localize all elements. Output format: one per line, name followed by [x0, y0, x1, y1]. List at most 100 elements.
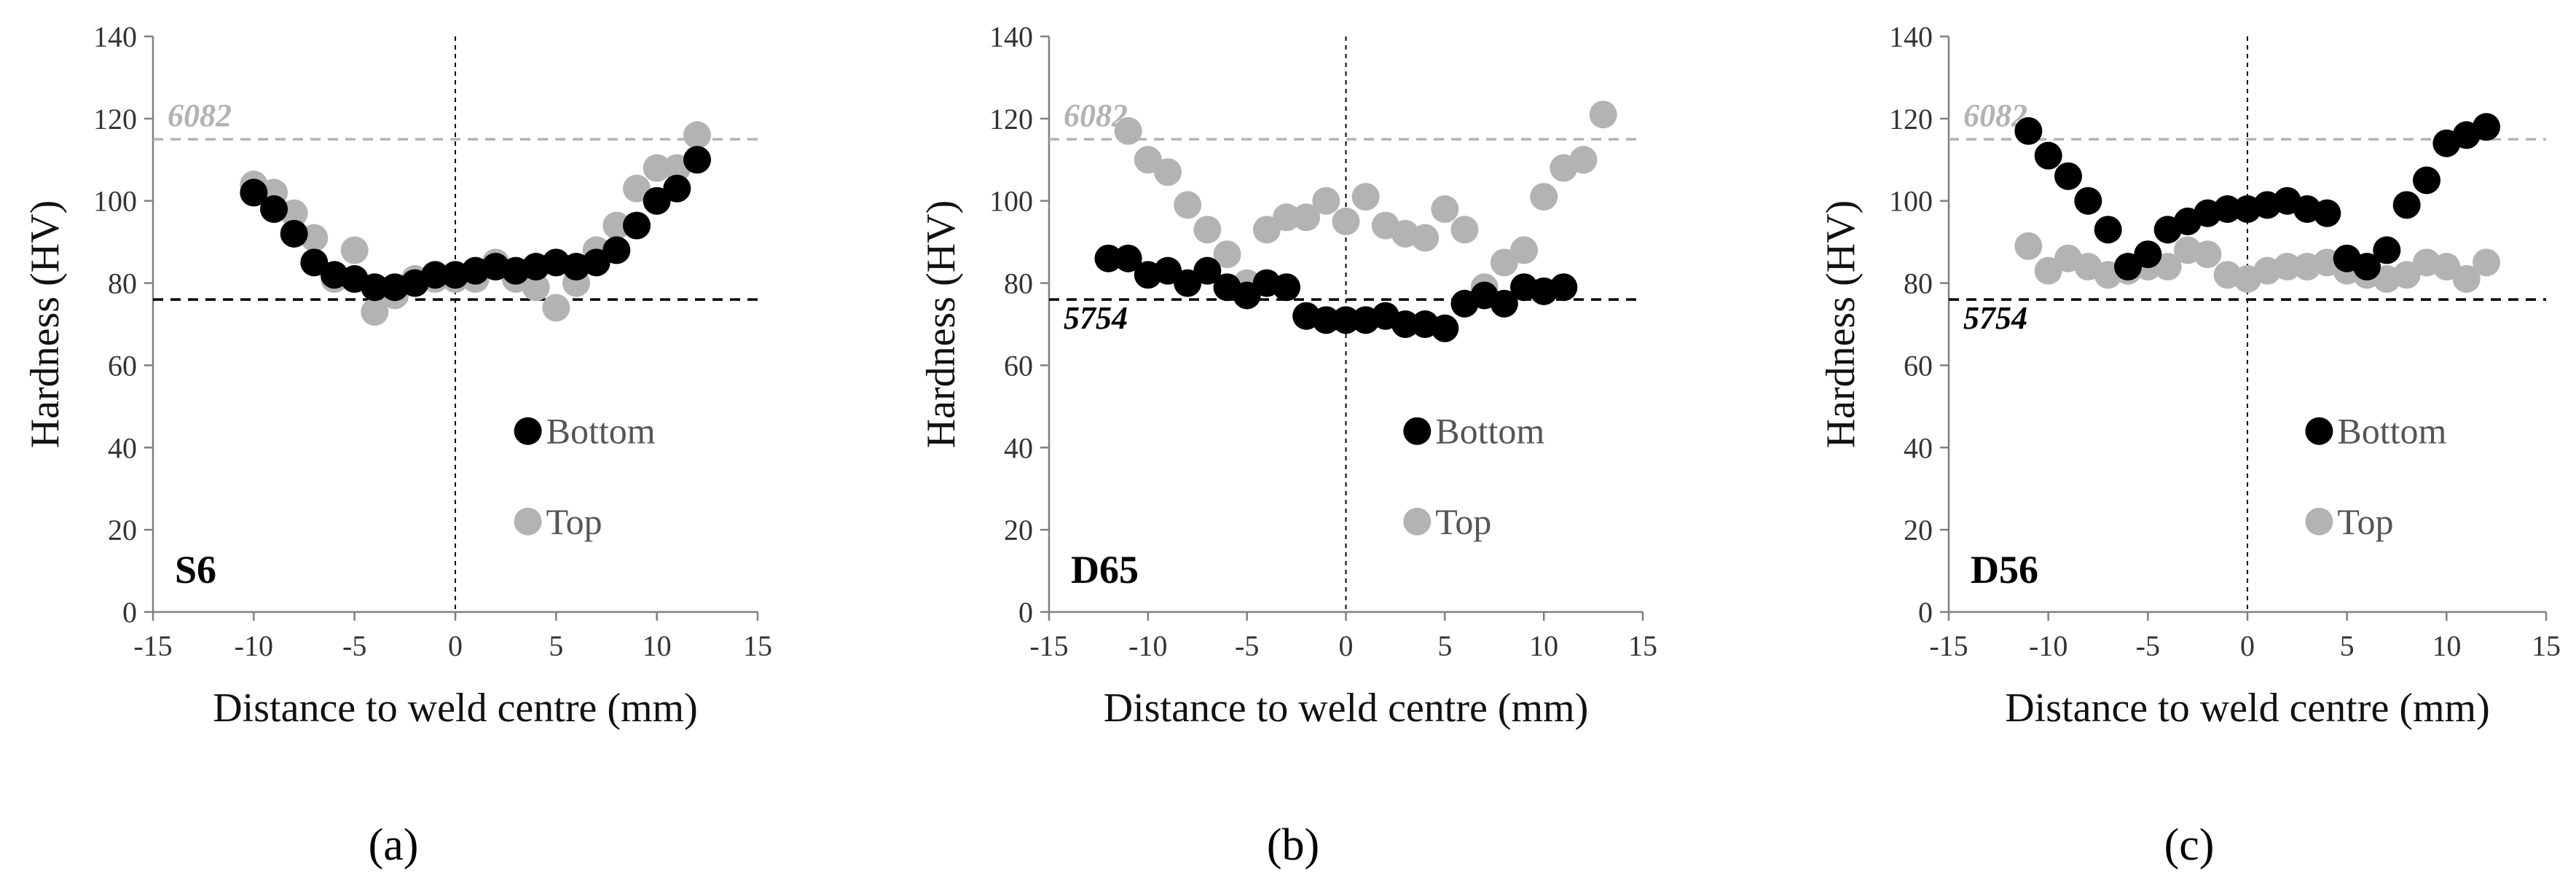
y-tick-label: 100	[93, 185, 137, 218]
data-point	[1431, 314, 1459, 342]
data-point	[1411, 224, 1440, 252]
y-tick-label: 100	[989, 185, 1033, 218]
x-tick-label: 15	[2532, 629, 2561, 662]
data-point	[1193, 256, 1222, 285]
data-point	[1332, 207, 1360, 235]
y-tick-label: 40	[108, 431, 137, 464]
y-axis-title: Hardness (HV)	[919, 200, 964, 449]
y-axis-title: Hardness (HV)	[23, 200, 68, 449]
data-point	[1233, 281, 1261, 310]
data-point	[1391, 310, 1419, 338]
chart-panel-s6: 0 20 40 60 80 100 120 140 -15 -10 -5 0 5 10 15 Distance…	[23, 20, 772, 870]
reference-label-5754: 5754	[1963, 300, 2027, 336]
y-tick-label: 40	[1004, 431, 1033, 464]
data-point	[1312, 187, 1340, 215]
data-point	[1550, 273, 1578, 302]
y-tick-label: 140	[1889, 20, 1933, 53]
data-point	[1431, 195, 1459, 223]
series-bottom	[2014, 113, 2500, 280]
y-tick-label: 140	[93, 20, 137, 53]
y-tick-label: 20	[1904, 514, 1933, 546]
data-point	[1312, 306, 1340, 334]
reference-label-6082: 6082	[168, 98, 232, 133]
data-point	[2392, 191, 2421, 219]
series-bottom	[1094, 244, 1578, 342]
y-axis-title: Hardness (HV)	[1818, 200, 1864, 449]
data-point	[643, 154, 671, 182]
chart-panel-d56: 0 20 40 60 80 100 120 140 -15 -10 -5 0 5 10 15 Distance…	[1818, 20, 2561, 870]
legend-label-bottom: Bottom	[1435, 411, 1544, 452]
data-point	[2353, 253, 2381, 280]
data-point	[421, 261, 449, 289]
data-point	[602, 236, 631, 264]
x-tick-label: 15	[743, 629, 772, 662]
x-tick-label: -5	[342, 629, 366, 662]
x-tick-label: 5	[1437, 629, 1452, 662]
data-point	[2194, 240, 2222, 269]
data-point	[361, 298, 389, 326]
data-point	[2014, 117, 2043, 145]
legend-label-bottom: Bottom	[2337, 411, 2446, 452]
data-point	[1273, 203, 1300, 232]
data-point	[1134, 146, 1162, 174]
data-point	[2153, 253, 2182, 280]
y-tick-label: 0	[1918, 596, 1933, 629]
x-tick-label: -5	[1235, 629, 1259, 662]
data-point	[2034, 141, 2062, 170]
x-tick-label: 5	[549, 629, 563, 662]
x-axis-title: Distance to weld centre (mm)	[213, 686, 698, 731]
legend-label-top: Top	[2337, 501, 2393, 542]
legend-marker-top	[1403, 507, 1432, 535]
x-tick-label: 0	[448, 629, 463, 662]
series-top	[1114, 101, 1617, 302]
data-point	[340, 236, 369, 264]
data-point	[2392, 261, 2421, 289]
legend-label-bottom: Bottom	[546, 411, 656, 452]
data-point	[1114, 117, 1142, 145]
data-point	[1114, 244, 1142, 272]
data-point	[2432, 253, 2461, 280]
y-tick-label: 120	[1889, 103, 1933, 136]
data-point	[260, 195, 288, 223]
data-point	[1589, 101, 1617, 129]
y-tick-label: 0	[1018, 596, 1033, 629]
x-tick-label: 15	[1628, 629, 1657, 662]
y-tick-label: 100	[1889, 185, 1933, 218]
x-tick-label: 5	[2340, 629, 2355, 662]
y-tick-label: 60	[1904, 349, 1933, 382]
data-point	[2074, 187, 2102, 215]
y-tick-label: 60	[108, 349, 137, 382]
data-point	[542, 294, 570, 322]
y-tick-label: 0	[122, 596, 137, 629]
data-point	[1351, 183, 1380, 211]
reference-label-5754: 5754	[1064, 300, 1128, 336]
y-tick-label: 80	[108, 267, 137, 300]
data-point	[2014, 232, 2043, 260]
data-point	[2034, 256, 2062, 285]
data-point	[280, 219, 308, 248]
data-point	[1490, 289, 1518, 318]
data-point	[2413, 166, 2440, 195]
data-point	[2134, 240, 2162, 269]
data-point	[240, 178, 268, 207]
x-tick-label: -10	[235, 629, 273, 662]
x-tick-label: 0	[1339, 629, 1354, 662]
data-point	[2313, 199, 2341, 227]
data-point	[1332, 306, 1360, 334]
data-point	[1193, 216, 1222, 244]
data-point	[1530, 183, 1558, 211]
series-bottom	[240, 146, 711, 302]
data-point	[623, 174, 651, 203]
data-point	[2213, 195, 2242, 223]
data-point	[683, 146, 711, 174]
legend-label-top: Top	[546, 501, 602, 542]
data-point	[1252, 216, 1281, 244]
x-tick-label: 10	[2432, 629, 2461, 662]
sample-label: S6	[175, 548, 216, 592]
data-point	[1569, 146, 1598, 174]
data-point	[1174, 191, 1202, 219]
data-point	[1213, 240, 1241, 269]
x-tick-label: -10	[1128, 629, 1167, 662]
data-point	[1094, 244, 1123, 272]
